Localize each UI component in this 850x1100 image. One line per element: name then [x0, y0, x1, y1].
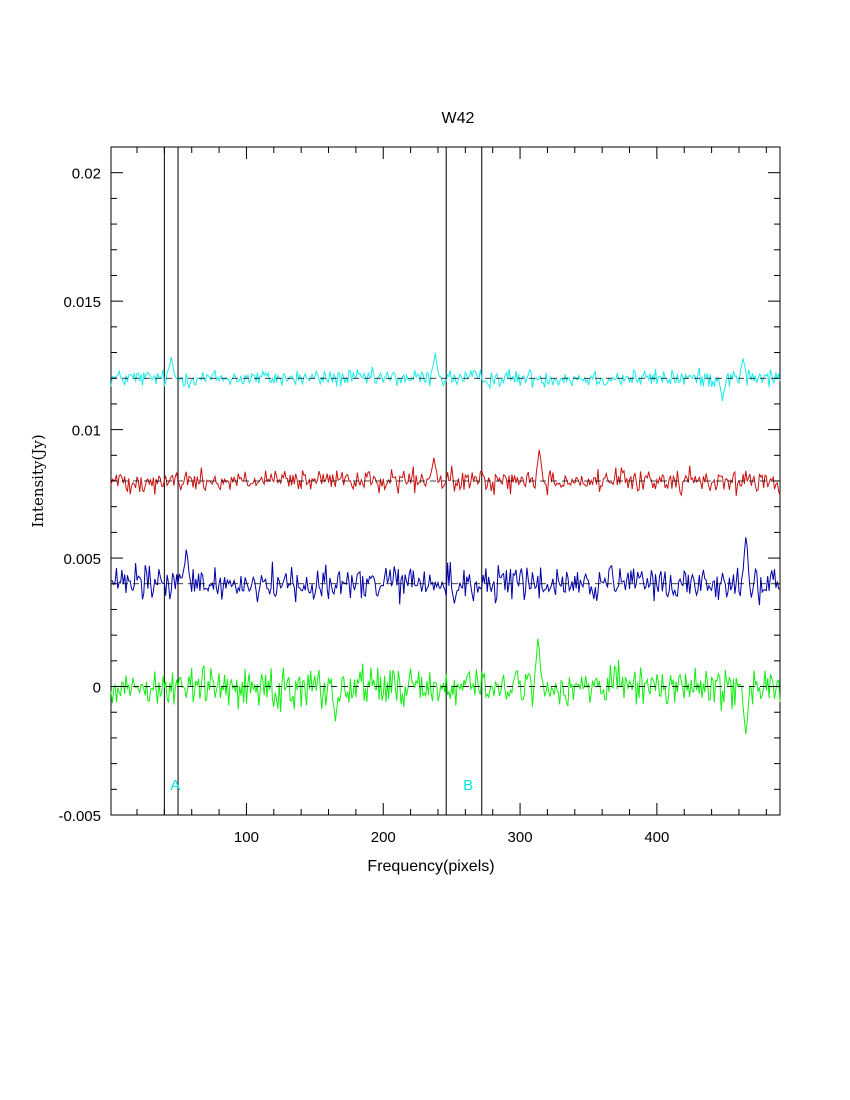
annotation-label: B: [463, 777, 473, 794]
x-axis-label: Frequency(pixels): [367, 858, 494, 875]
annotation-label: A: [170, 777, 180, 794]
baseline-lines: [111, 377, 780, 687]
x-tick-label: 300: [508, 829, 533, 846]
chart-title: W42: [442, 110, 475, 127]
y-axis-label: Intensity(Jy): [29, 434, 47, 527]
series-layer: [110, 352, 781, 735]
y-tick-label: 0: [93, 680, 101, 697]
y-tick-label: 0.015: [63, 294, 101, 311]
x-tick-label: 200: [371, 829, 396, 846]
x-tick-label: 100: [234, 829, 259, 846]
spectrum-series-4: [110, 638, 781, 735]
tick-labels: 100 200 300 400 -0.005 0 0.005 0.01 0.015 0.02: [58, 166, 669, 846]
x-tick-label: 400: [644, 829, 669, 846]
y-tick-label: -0.005: [58, 808, 101, 825]
spectrum-series-3: [110, 537, 781, 606]
y-tick-label: 0.005: [63, 551, 101, 568]
y-tick-label: 0.02: [72, 166, 101, 183]
axis-ticks: [111, 146, 780, 816]
spectrum-series-1: [110, 352, 781, 401]
y-tick-label: 0.01: [72, 423, 101, 440]
spectrum-series-2: [110, 449, 781, 497]
